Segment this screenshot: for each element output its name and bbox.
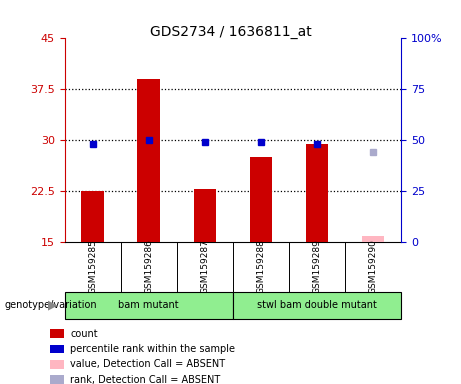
Text: GSM159289: GSM159289 [313,240,321,294]
Bar [233,292,401,319]
Bar [194,189,216,242]
Text: ▶: ▶ [48,299,58,312]
Bar [50,345,65,353]
Text: GSM159290: GSM159290 [368,240,378,294]
Text: GSM159288: GSM159288 [256,240,266,294]
Text: rank, Detection Call = ABSENT: rank, Detection Call = ABSENT [71,375,221,384]
Bar [50,360,65,369]
Text: value, Detection Call = ABSENT: value, Detection Call = ABSENT [71,359,225,369]
Text: count: count [71,329,98,339]
Bar [50,376,65,384]
Text: bam mutant: bam mutant [118,300,179,310]
Text: GSM159285: GSM159285 [88,240,97,294]
Bar [137,79,160,242]
Bar [362,237,384,242]
Text: GDS2734 / 1636811_at: GDS2734 / 1636811_at [150,25,311,39]
Text: GSM159286: GSM159286 [144,240,153,294]
Text: percentile rank within the sample: percentile rank within the sample [71,344,236,354]
Bar [250,157,272,242]
Bar [82,191,104,242]
Text: genotype/variation: genotype/variation [5,300,97,310]
Bar [306,144,328,242]
Text: GSM159287: GSM159287 [200,240,209,294]
Text: stwl bam double mutant: stwl bam double mutant [257,300,377,310]
Bar [50,329,65,338]
Bar [65,292,233,319]
